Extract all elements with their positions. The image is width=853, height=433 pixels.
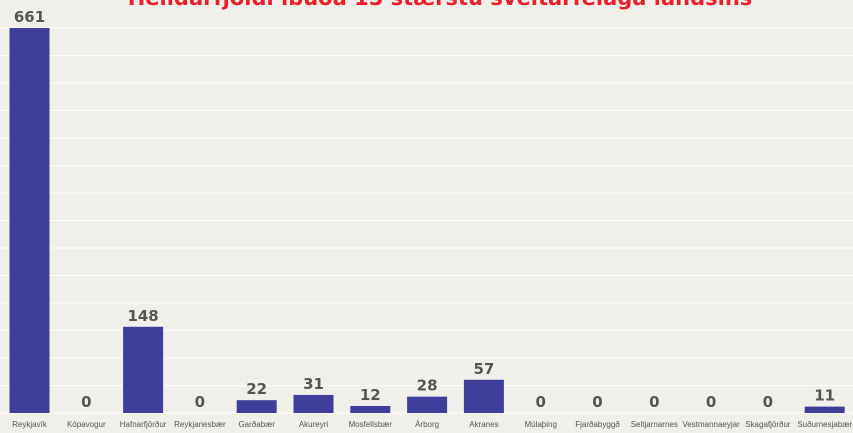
category-label: Skagafjörður (745, 420, 791, 429)
value-label: 0 (763, 393, 773, 411)
value-label: 11 (814, 387, 835, 405)
value-label: 22 (246, 380, 267, 398)
category-label: Múlaþing (524, 420, 556, 429)
chart-title: Heildarfjöldi íbúða 15 stærstu sveitarfé… (128, 0, 753, 10)
category-label: Kópavogur (67, 420, 106, 429)
value-label: 31 (303, 375, 324, 393)
bar (9, 28, 50, 413)
value-label: 0 (649, 393, 659, 411)
value-label: 148 (127, 307, 158, 325)
category-label: Reykjanesbær (174, 420, 226, 429)
value-label: 0 (195, 393, 205, 411)
value-label: 0 (535, 393, 545, 411)
category-label: Reykjavík (12, 420, 48, 429)
category-label: Fjarðabyggð (575, 420, 620, 429)
bar (463, 379, 504, 413)
value-label: 0 (592, 393, 602, 411)
category-label: Garðabær (238, 420, 275, 429)
bars (9, 28, 845, 413)
value-label: 57 (473, 360, 494, 378)
value-label: 0 (706, 393, 716, 411)
category-label: Árborg (415, 420, 439, 429)
value-label: 28 (417, 377, 438, 395)
value-label: 12 (360, 386, 381, 404)
category-label: Seltjarnarnes (631, 420, 678, 429)
bar (350, 406, 391, 413)
bar (407, 396, 448, 413)
category-label: Vestmannaeyjar (682, 420, 740, 429)
bar (804, 406, 845, 413)
value-label: 661 (14, 8, 45, 26)
value-labels: 661 0 148 0 22 31 12 28 57 0 0 0 0 0 11 (14, 8, 835, 411)
value-label: 0 (81, 393, 91, 411)
category-labels: Reykjavík Kópavogur Hafnarfjörður Reykjanes… (12, 420, 852, 429)
category-label: Mosfellsbær (349, 420, 393, 429)
category-label: Hafnarfjörður (120, 420, 167, 429)
category-label: Akureyri (299, 420, 329, 429)
category-label: Suðurnesjabær (797, 420, 852, 429)
bar (123, 326, 164, 413)
category-label: Akranes (469, 420, 498, 429)
bar (293, 394, 334, 413)
bar (236, 400, 277, 413)
